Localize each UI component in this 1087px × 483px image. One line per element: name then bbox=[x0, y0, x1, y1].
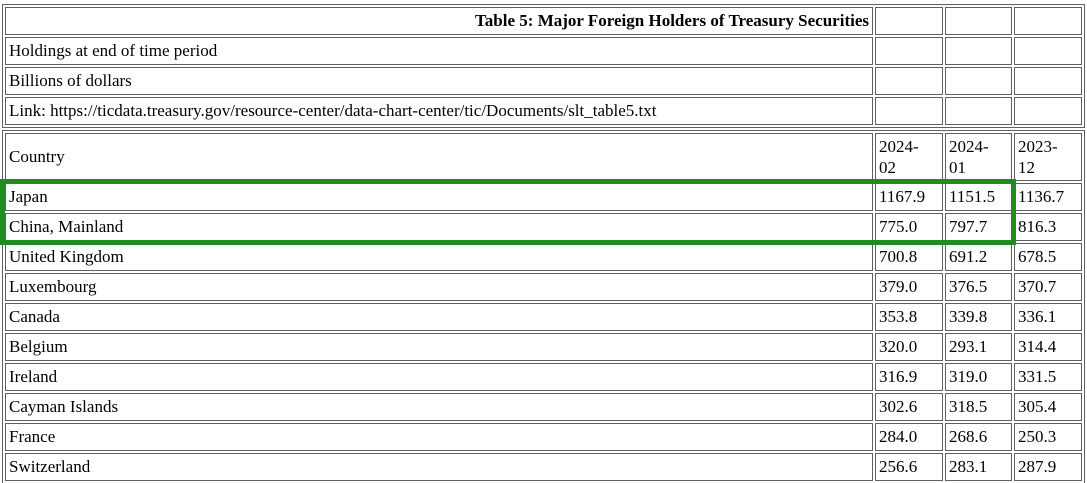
empty-cell bbox=[945, 7, 1012, 35]
title-row: Table 5: Major Foreign Holders of Treasu… bbox=[5, 7, 1082, 35]
table-row-luxembourg: Luxembourg 379.0 376.5 370.7 bbox=[5, 273, 1082, 301]
country-cell: Luxembourg bbox=[5, 273, 873, 301]
value-cell: 376.5 bbox=[945, 273, 1012, 301]
value-cell: 336.1 bbox=[1014, 303, 1082, 331]
table-row-canada: Canada 353.8 339.8 336.1 bbox=[5, 303, 1082, 331]
empty-cell bbox=[1014, 37, 1082, 65]
empty-cell bbox=[945, 37, 1012, 65]
value-cell: 775.0 bbox=[875, 213, 943, 241]
country-cell: Ireland bbox=[5, 363, 873, 391]
column-header-period-3: 2023-12 bbox=[1014, 133, 1082, 181]
value-cell: 379.0 bbox=[875, 273, 943, 301]
table-row-switzerland: Switzerland 256.6 283.1 287.9 bbox=[5, 453, 1082, 481]
value-cell: 1167.9 bbox=[875, 183, 943, 211]
table-row-united-kingdom: United Kingdom 700.8 691.2 678.5 bbox=[5, 243, 1082, 271]
country-cell: France bbox=[5, 423, 873, 451]
value-cell: 816.3 bbox=[1014, 213, 1082, 241]
units-note-row: Billions of dollars bbox=[5, 67, 1082, 95]
country-cell: Cayman Islands bbox=[5, 393, 873, 421]
empty-cell bbox=[875, 97, 943, 125]
value-cell: 318.5 bbox=[945, 393, 1012, 421]
table-row-belgium: Belgium 320.0 293.1 314.4 bbox=[5, 333, 1082, 361]
value-cell: 1136.7 bbox=[1014, 183, 1082, 211]
country-cell: Belgium bbox=[5, 333, 873, 361]
empty-cell bbox=[1014, 7, 1082, 35]
empty-cell bbox=[945, 97, 1012, 125]
column-header-row: Country 2024-02 2024-01 2023-12 bbox=[5, 133, 1082, 181]
country-cell: China, Mainland bbox=[5, 213, 873, 241]
empty-cell bbox=[875, 7, 943, 35]
value-cell: 370.7 bbox=[1014, 273, 1082, 301]
empty-cell bbox=[875, 37, 943, 65]
source-link-text: Link: https://ticdata.treasury.gov/resou… bbox=[5, 97, 873, 125]
value-cell: 353.8 bbox=[875, 303, 943, 331]
table-row-china-mainland: China, Mainland 775.0 797.7 816.3 bbox=[5, 213, 1082, 241]
empty-cell bbox=[875, 67, 943, 95]
country-cell: Switzerland bbox=[5, 453, 873, 481]
column-header-period-1: 2024-02 bbox=[875, 133, 943, 181]
country-cell: United Kingdom bbox=[5, 243, 873, 271]
value-cell: 319.0 bbox=[945, 363, 1012, 391]
value-cell: 1151.5 bbox=[945, 183, 1012, 211]
header-table: Table 5: Major Foreign Holders of Treasu… bbox=[2, 4, 1085, 128]
table-row-ireland: Ireland 316.9 319.0 331.5 bbox=[5, 363, 1082, 391]
table-row-japan: Japan 1167.9 1151.5 1136.7 bbox=[5, 183, 1082, 211]
column-header-period-2: 2024-01 bbox=[945, 133, 1012, 181]
value-cell: 314.4 bbox=[1014, 333, 1082, 361]
value-cell: 283.1 bbox=[945, 453, 1012, 481]
value-cell: 256.6 bbox=[875, 453, 943, 481]
value-cell: 331.5 bbox=[1014, 363, 1082, 391]
value-cell: 678.5 bbox=[1014, 243, 1082, 271]
value-cell: 268.6 bbox=[945, 423, 1012, 451]
value-cell: 250.3 bbox=[1014, 423, 1082, 451]
value-cell: 700.8 bbox=[875, 243, 943, 271]
country-cell: Japan bbox=[5, 183, 873, 211]
units-note: Billions of dollars bbox=[5, 67, 873, 95]
table-row-cayman-islands: Cayman Islands 302.6 318.5 305.4 bbox=[5, 393, 1082, 421]
value-cell: 284.0 bbox=[875, 423, 943, 451]
holdings-note-row: Holdings at end of time period bbox=[5, 37, 1082, 65]
data-table: Country 2024-02 2024-01 2023-12 Japan 11… bbox=[2, 130, 1085, 483]
empty-cell bbox=[1014, 67, 1082, 95]
value-cell: 320.0 bbox=[875, 333, 943, 361]
value-cell: 316.9 bbox=[875, 363, 943, 391]
table-row-france: France 284.0 268.6 250.3 bbox=[5, 423, 1082, 451]
value-cell: 339.8 bbox=[945, 303, 1012, 331]
link-note-row: Link: https://ticdata.treasury.gov/resou… bbox=[5, 97, 1082, 125]
value-cell: 287.9 bbox=[1014, 453, 1082, 481]
page-title: Table 5: Major Foreign Holders of Treasu… bbox=[5, 7, 873, 35]
empty-cell bbox=[1014, 97, 1082, 125]
value-cell: 293.1 bbox=[945, 333, 1012, 361]
value-cell: 305.4 bbox=[1014, 393, 1082, 421]
country-cell: Canada bbox=[5, 303, 873, 331]
value-cell: 691.2 bbox=[945, 243, 1012, 271]
holdings-note: Holdings at end of time period bbox=[5, 37, 873, 65]
empty-cell bbox=[945, 67, 1012, 95]
value-cell: 302.6 bbox=[875, 393, 943, 421]
value-cell: 797.7 bbox=[945, 213, 1012, 241]
column-header-country: Country bbox=[5, 133, 873, 181]
